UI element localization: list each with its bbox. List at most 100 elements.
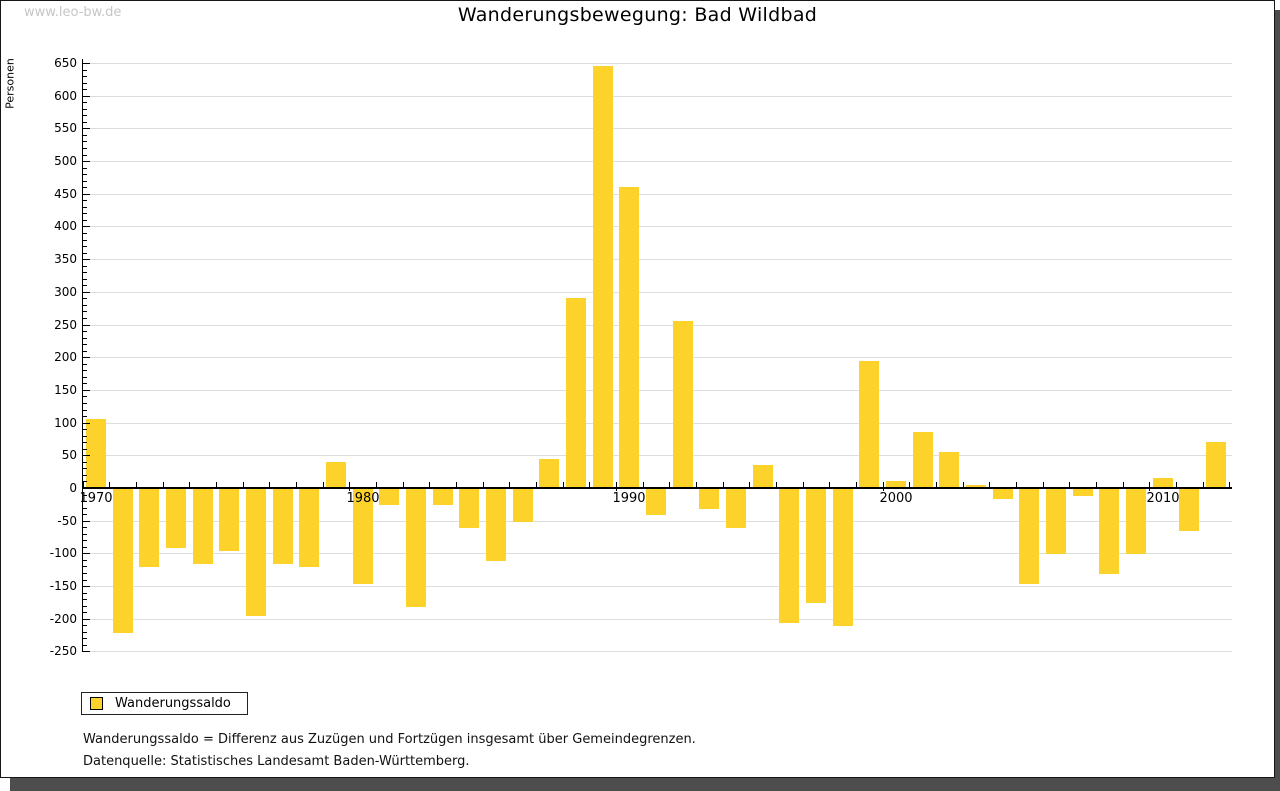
y-major-tick — [83, 259, 90, 260]
x-minor-tick — [483, 482, 484, 487]
y-minor-tick — [83, 246, 87, 247]
y-major-tick — [83, 455, 90, 456]
y-minor-tick — [83, 76, 87, 77]
y-minor-tick — [83, 298, 87, 299]
bar-1977 — [273, 489, 293, 564]
y-minor-tick — [83, 632, 87, 633]
y-tick-label: 400 — [54, 219, 77, 233]
y-tick-label: 0 — [69, 481, 77, 495]
x-minor-tick — [109, 482, 110, 487]
y-tick-label: 100 — [54, 416, 77, 430]
x-minor-tick — [643, 482, 644, 487]
y-major-tick — [83, 96, 90, 97]
bar-1989 — [593, 66, 613, 488]
y-tick-label: 350 — [54, 252, 77, 266]
bar-1995 — [753, 465, 773, 488]
y-major-tick — [83, 423, 90, 424]
legend: Wanderungssaldo — [81, 692, 248, 715]
x-minor-tick — [136, 482, 137, 487]
y-major-tick — [83, 553, 90, 554]
y-minor-tick — [83, 338, 87, 339]
x-minor-tick — [1096, 482, 1097, 487]
y-minor-tick — [83, 220, 87, 221]
y-minor-tick — [83, 396, 87, 397]
y-major-tick — [83, 325, 90, 326]
x-minor-tick — [1069, 482, 1070, 487]
bar-2003 — [966, 485, 986, 488]
y-minor-tick — [83, 351, 87, 352]
x-minor-tick — [296, 482, 297, 487]
gridline — [83, 128, 1232, 129]
y-minor-tick — [83, 580, 87, 581]
y-minor-tick — [83, 599, 87, 600]
bar-1999 — [859, 361, 879, 488]
bar-1986 — [513, 489, 533, 522]
y-minor-tick — [83, 240, 87, 241]
x-tick-label: 2010 — [1146, 491, 1180, 506]
bar-1998 — [833, 489, 853, 626]
y-minor-tick — [83, 233, 87, 234]
bar-2001 — [913, 432, 933, 488]
bar-2000 — [886, 481, 906, 488]
plot-area: 650 600 550 500 450 400 350 300 250 200 150 100 50 0-… — [1, 1, 1274, 777]
x-minor-tick — [829, 482, 830, 487]
y-minor-tick — [83, 168, 87, 169]
bar-2004 — [993, 489, 1013, 499]
gridline — [83, 292, 1232, 293]
legend-swatch-icon — [90, 697, 103, 710]
y-minor-tick — [83, 560, 87, 561]
y-minor-tick — [83, 645, 87, 646]
bar-1974 — [193, 489, 213, 564]
y-minor-tick — [83, 449, 87, 450]
y-minor-tick — [83, 364, 87, 365]
bar-1993 — [699, 489, 719, 509]
bar-2011 — [1179, 489, 1199, 531]
footnote-definition: Wanderungssaldo = Differenz aus Zuzügen … — [83, 732, 696, 747]
y-major-tick — [83, 292, 90, 293]
y-minor-tick — [83, 311, 87, 312]
x-minor-tick — [856, 482, 857, 487]
x-minor-tick — [963, 482, 964, 487]
watermark-url: www.leo-bw.de — [24, 5, 122, 20]
gridline — [83, 226, 1232, 227]
y-tick-label: 150 — [54, 383, 77, 397]
y-minor-tick — [83, 606, 87, 607]
x-tick-label: 1970 — [79, 491, 113, 506]
bar-2010 — [1153, 478, 1173, 488]
x-minor-tick — [989, 482, 990, 487]
y-major-tick — [83, 226, 90, 227]
y-minor-tick — [83, 187, 87, 188]
y-minor-tick — [83, 442, 87, 443]
x-minor-tick — [269, 482, 270, 487]
y-tick-label: -50 — [57, 514, 77, 528]
x-minor-tick — [189, 482, 190, 487]
y-minor-tick — [83, 429, 87, 430]
bar-1970 — [86, 419, 106, 488]
y-tick-label: 250 — [54, 318, 77, 332]
bar-1973 — [166, 489, 186, 548]
bar-1976 — [246, 489, 266, 616]
gridline — [83, 521, 1232, 522]
x-minor-tick — [376, 482, 377, 487]
gridline — [83, 586, 1232, 587]
y-minor-tick — [83, 135, 87, 136]
bar-2002 — [939, 452, 959, 488]
x-minor-tick — [429, 482, 430, 487]
y-minor-tick — [83, 468, 87, 469]
y-tick-label: 650 — [54, 56, 77, 70]
x-major-tick — [349, 482, 350, 491]
x-minor-tick — [323, 482, 324, 487]
x-minor-tick — [776, 482, 777, 487]
x-major-tick — [616, 482, 617, 491]
y-tick-label: 500 — [54, 154, 77, 168]
x-minor-tick — [243, 482, 244, 487]
footnote-source: Datenquelle: Statistisches Landesamt Bad… — [83, 754, 470, 769]
y-minor-tick — [83, 514, 87, 515]
y-tick-label: 300 — [54, 285, 77, 299]
bar-2007 — [1073, 489, 1093, 496]
y-tick-label: -150 — [49, 579, 77, 593]
bar-1982 — [406, 489, 426, 607]
y-minor-tick — [83, 481, 87, 482]
y-minor-tick — [83, 200, 87, 201]
y-minor-tick — [83, 527, 87, 528]
